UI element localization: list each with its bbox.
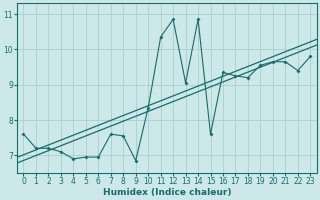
X-axis label: Humidex (Indice chaleur): Humidex (Indice chaleur) <box>103 188 231 197</box>
